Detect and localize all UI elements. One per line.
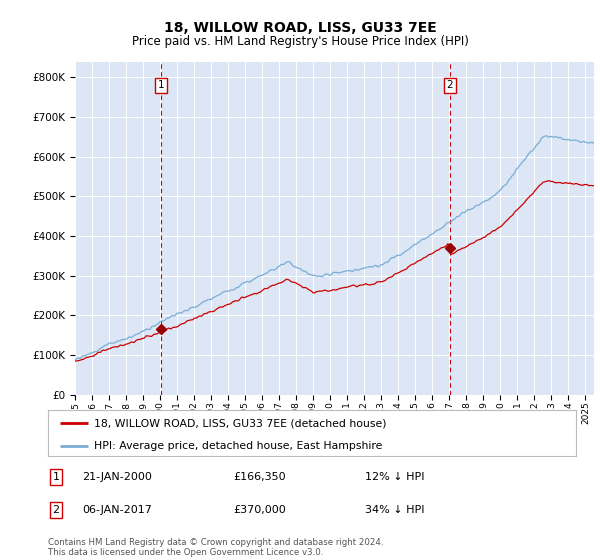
Text: 18, WILLOW ROAD, LISS, GU33 7EE: 18, WILLOW ROAD, LISS, GU33 7EE	[164, 21, 436, 35]
Text: 21-JAN-2000: 21-JAN-2000	[82, 472, 152, 482]
Text: 34% ↓ HPI: 34% ↓ HPI	[365, 505, 424, 515]
Text: HPI: Average price, detached house, East Hampshire: HPI: Average price, detached house, East…	[94, 441, 383, 451]
Text: 18, WILLOW ROAD, LISS, GU33 7EE (detached house): 18, WILLOW ROAD, LISS, GU33 7EE (detache…	[94, 418, 387, 428]
Text: £166,350: £166,350	[233, 472, 286, 482]
Text: 12% ↓ HPI: 12% ↓ HPI	[365, 472, 424, 482]
Text: 2: 2	[52, 505, 59, 515]
Text: Price paid vs. HM Land Registry's House Price Index (HPI): Price paid vs. HM Land Registry's House …	[131, 35, 469, 48]
Text: 1: 1	[158, 81, 164, 90]
Text: £370,000: £370,000	[233, 505, 286, 515]
Text: 2: 2	[446, 81, 453, 90]
Text: Contains HM Land Registry data © Crown copyright and database right 2024.
This d: Contains HM Land Registry data © Crown c…	[48, 538, 383, 557]
Text: 1: 1	[52, 472, 59, 482]
Text: 06-JAN-2017: 06-JAN-2017	[82, 505, 152, 515]
